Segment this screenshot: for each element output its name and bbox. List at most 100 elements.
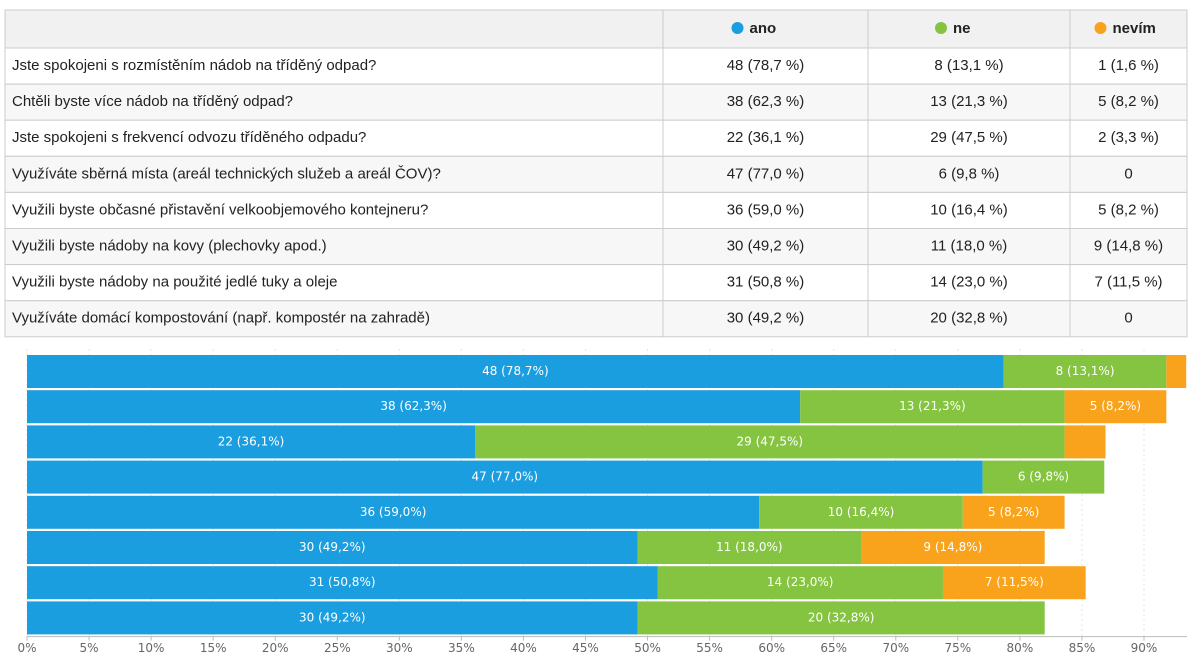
- table-cell: 7 (11,5 %): [1094, 274, 1162, 291]
- row-label: Chtěli byste více nádob na tříděný odpad…: [12, 93, 293, 110]
- value-label: 7 (11,5%): [985, 575, 1044, 589]
- x-tick-label: 40%: [510, 641, 537, 655]
- value-label: 20 (32,8%): [808, 610, 875, 624]
- table-cell: 36 (59,0 %): [727, 201, 805, 218]
- value-label: 31 (50,8%): [309, 575, 376, 589]
- x-tick-label: 90%: [1131, 641, 1158, 655]
- value-label: 38 (62,3%): [380, 399, 447, 413]
- row-label: Využili byste občasné přistavění velkoob…: [12, 201, 428, 218]
- bar-segment: [27, 460, 983, 494]
- x-tick-label: 5%: [80, 641, 99, 655]
- table-cell: 2 (3,3 %): [1098, 129, 1159, 146]
- bar-segment: [27, 531, 638, 564]
- value-label: 5 (8,2%): [1090, 399, 1141, 413]
- bar-segment: [27, 601, 638, 635]
- table-cell: 20 (32,8 %): [930, 310, 1008, 327]
- row-label: Využíváte domácí kompostování (např. kom…: [12, 310, 430, 327]
- table-row-bg: [4, 47, 1188, 85]
- x-tick-label: 15%: [200, 641, 227, 655]
- value-label: 22 (36,1%): [218, 434, 285, 448]
- table-cell: 47 (77,0 %): [727, 165, 805, 182]
- table-cell: 13 (21,3 %): [930, 93, 1008, 110]
- bar-segment: [475, 425, 1065, 459]
- value-label: 6 (9,8%): [1018, 470, 1069, 484]
- x-tick-label: 10%: [138, 641, 165, 655]
- value-label: 5 (8,2%): [988, 505, 1039, 519]
- bar-segment: [1064, 390, 1167, 424]
- value-label: 29 (47,5%): [737, 434, 804, 448]
- bar-segment: [800, 390, 1065, 424]
- bar-segment: [27, 355, 1004, 388]
- bar-segment: [27, 495, 760, 529]
- value-label: 14 (23,0%): [767, 575, 834, 589]
- table-cell: 30 (49,2 %): [727, 238, 805, 255]
- table-cell: 48 (78,7 %): [727, 57, 805, 74]
- legend-dot: [731, 22, 744, 34]
- row-label: Využili byste nádoby na kovy (plechovky …: [12, 238, 327, 255]
- value-label: 36 (59,0%): [360, 505, 427, 519]
- x-tick-label: 20%: [262, 641, 289, 655]
- bar-segment: [1003, 355, 1167, 388]
- table-row-bg: [4, 228, 1188, 266]
- x-tick-label: 25%: [324, 641, 351, 655]
- bar-segment: [657, 566, 943, 600]
- x-tick-label: 30%: [386, 641, 413, 655]
- column-header: ano: [750, 20, 777, 37]
- table-row-bg: [4, 83, 1188, 121]
- x-tick-label: 50%: [634, 641, 661, 655]
- x-tick-label: 55%: [696, 641, 723, 655]
- x-tick-label: 60%: [758, 641, 785, 655]
- table-cell: 22 (36,1 %): [727, 129, 805, 146]
- table-cell: 9 (14,8 %): [1094, 238, 1163, 255]
- x-tick-label: 45%: [572, 641, 599, 655]
- x-tick-label: 0%: [17, 641, 36, 655]
- value-label: 30 (49,2%): [299, 540, 366, 554]
- table-cell: 8 (13,1 %): [934, 57, 1003, 74]
- table-row-bg: [4, 119, 1188, 157]
- table-cell: 29 (47,5 %): [930, 129, 1008, 146]
- table-cell: 1 (1,6 %): [1098, 57, 1159, 74]
- table-cell: 30 (49,2 %): [727, 310, 805, 327]
- x-tick-label: 80%: [1007, 641, 1034, 655]
- table-cell: 0: [1124, 165, 1132, 182]
- bar-segment: [942, 566, 1086, 600]
- table-cell: 38 (62,3 %): [727, 93, 805, 110]
- bar-segment: [982, 460, 1105, 494]
- table-cell: 14 (23,0 %): [930, 274, 1008, 291]
- table-cell: 5 (8,2 %): [1098, 201, 1159, 218]
- value-label: 13 (21,3%): [899, 399, 966, 413]
- legend-dot: [1094, 22, 1107, 34]
- bar-segment: [861, 531, 1045, 564]
- bar-segment: [759, 495, 963, 529]
- row-label: Jste spokojeni s frekvencí odvozu tříděn…: [12, 129, 366, 146]
- table-cell: 10 (16,4 %): [930, 201, 1008, 218]
- table-row-bg: [4, 155, 1188, 193]
- bar-segment: [27, 390, 801, 424]
- bar-segment: [27, 566, 658, 600]
- row-label: Jste spokojeni s rozmístěním nádob na tř…: [12, 57, 376, 74]
- table-header-bg: [4, 9, 1188, 49]
- bar-segment: [1064, 425, 1106, 459]
- bar-segment: [27, 425, 476, 459]
- value-label: 48 (78,7%): [482, 364, 549, 378]
- table-row-bg: [4, 300, 1188, 338]
- value-label: 10 (16,4%): [828, 505, 895, 519]
- value-label: 11 (18,0%): [716, 540, 783, 554]
- table-cell: 5 (8,2 %): [1098, 93, 1159, 110]
- x-tick-label: 75%: [944, 641, 971, 655]
- bar-segment: [637, 531, 862, 564]
- x-tick-label: 85%: [1069, 641, 1096, 655]
- row-label: Využíváte sběrná místa (areál technickýc…: [12, 165, 441, 182]
- value-label: 47 (77,0%): [472, 470, 539, 484]
- value-label: 9 (14,8%): [923, 540, 982, 554]
- value-label: 30 (49,2%): [299, 610, 366, 624]
- table-cell: 11 (18,0 %): [931, 238, 1007, 255]
- x-tick-label: 70%: [882, 641, 909, 655]
- bar-segment: [637, 601, 1045, 635]
- table-cell: 0: [1124, 310, 1132, 327]
- bar-segment: [1166, 355, 1187, 388]
- bar-segment: [962, 495, 1065, 529]
- table-cell: 31 (50,8 %): [727, 274, 805, 291]
- value-label: 8 (13,1%): [1056, 364, 1115, 378]
